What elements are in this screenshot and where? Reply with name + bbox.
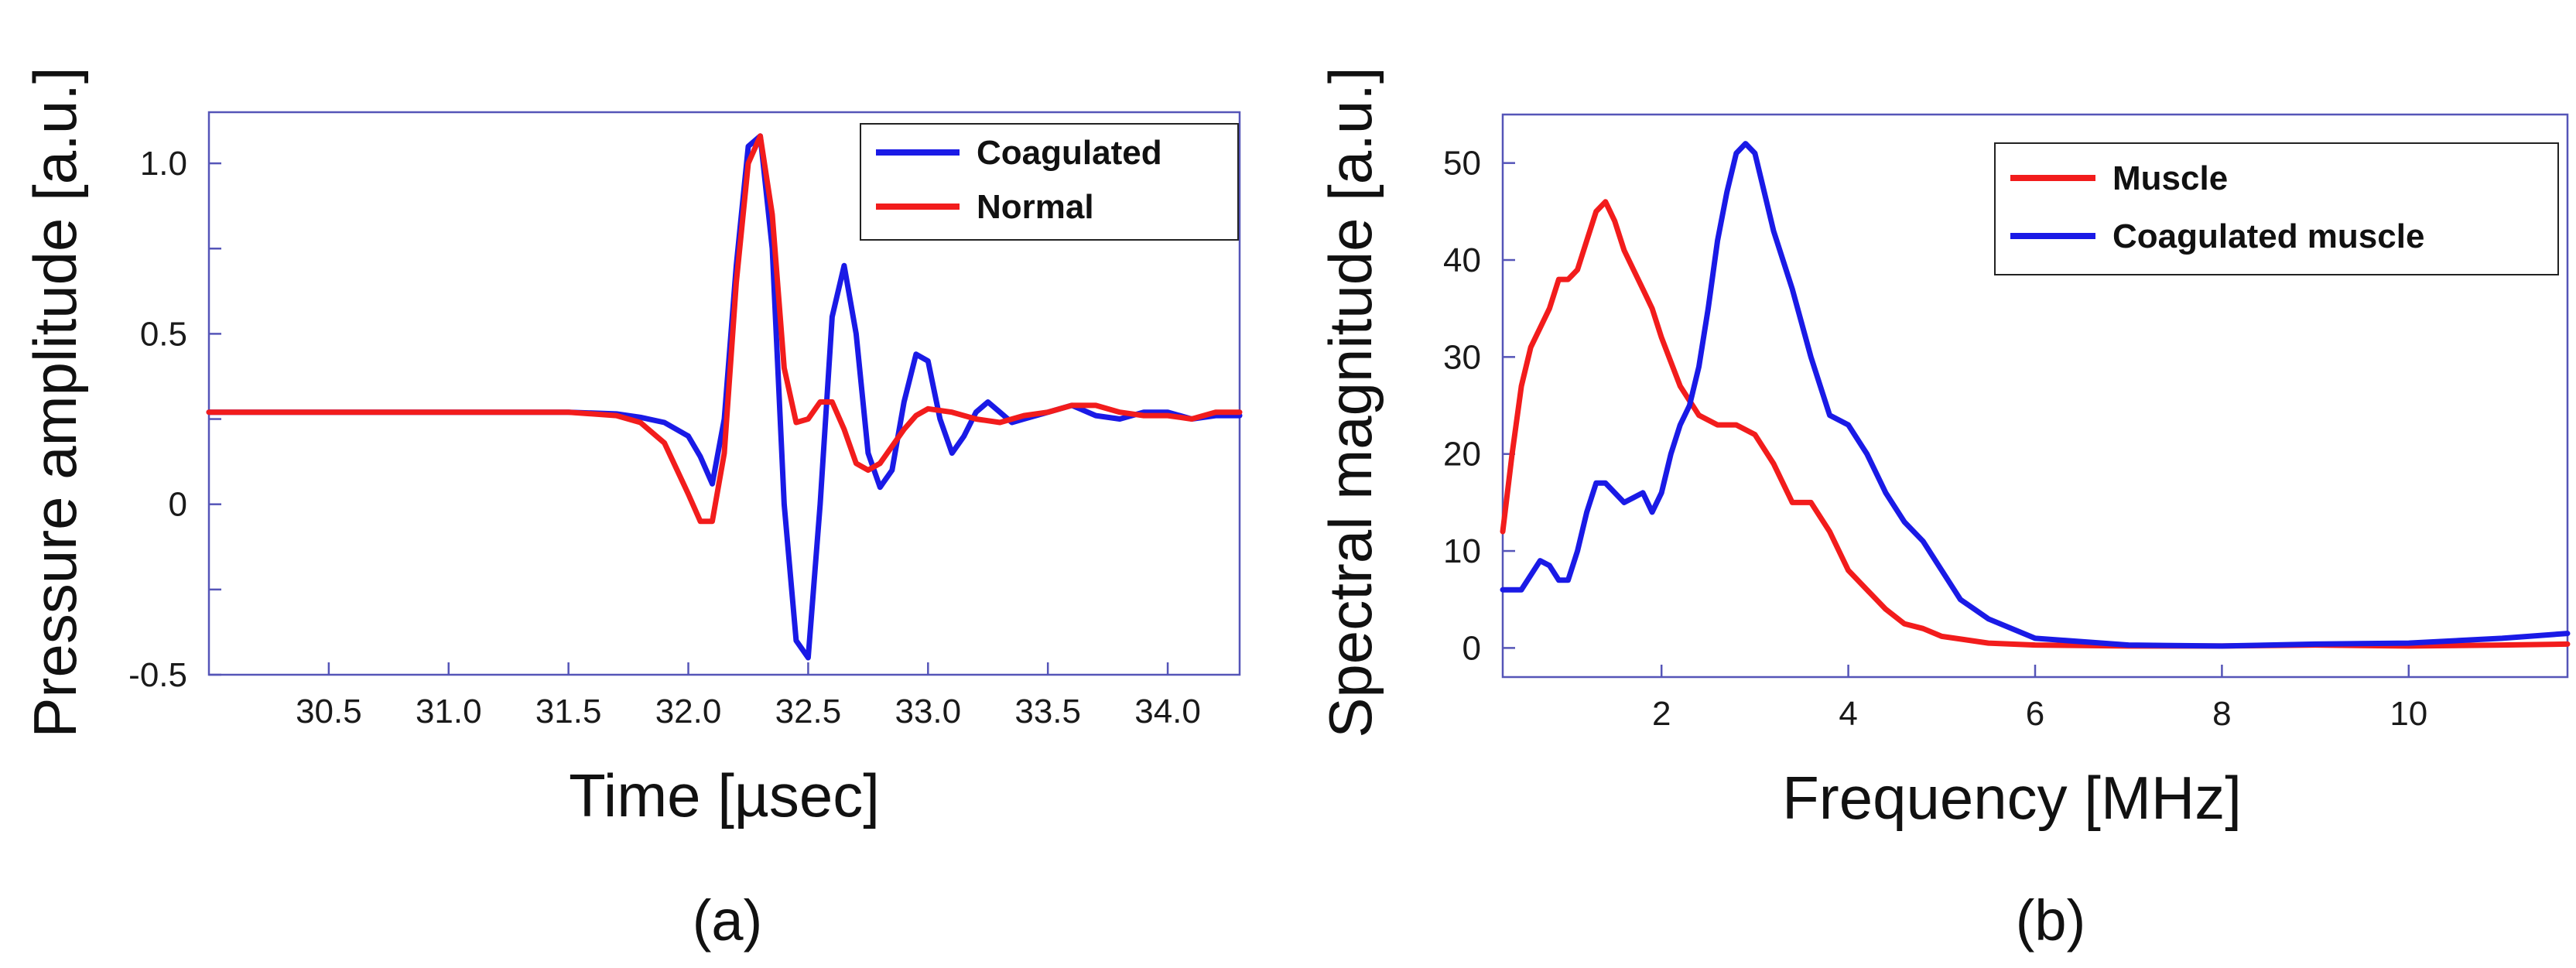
- panel-a-x-tick-label: 32.0: [655, 693, 722, 730]
- panel-a-y-tick-label: 1.0: [140, 145, 187, 183]
- panel-a-y-tick-label: 0.5: [140, 315, 187, 353]
- panel-a-x-tick-label: 34.0: [1134, 693, 1201, 730]
- panel-a-x-tick-label: 31.0: [416, 693, 482, 730]
- panel-a-x-ticks: 30.5 31.0 31.5 32.0 32.5 33.0 33.5 34.0: [296, 662, 1201, 730]
- panel-b-x-axis-label: Frequency [MHz]: [1782, 764, 2242, 832]
- panel-a-pressure-chart: -0.5 0 0.5 1.0 30.5 31.0 31.5 32.0 32.5 33.0 33.5…: [21, 67, 1243, 953]
- panel-a-y-axis-label: Pressure amplitude [a.u.]: [21, 67, 89, 737]
- panel-b-y-axis-label: Spectral magnitude [a.u.]: [1316, 67, 1384, 737]
- panel-b-series: [1500, 141, 2571, 649]
- panel-b-spectrum-chart: 0 10 20 30 40 50 2 4 6 8 10 Muscle Coagulated mus…: [1316, 67, 2571, 953]
- panel-b-legend-label-coagulated-muscle: Coagulated muscle: [2112, 217, 2424, 255]
- panel-b-legend: Muscle Coagulated muscle: [1994, 142, 2559, 275]
- panel-b-x-ticks: 2 4 6 8 10: [1652, 665, 2427, 733]
- panel-b-series-muscle: [1500, 199, 2571, 649]
- panel-b-caption: (b): [2016, 888, 2085, 953]
- panel-a-series-normal: [206, 133, 1243, 525]
- panel-b-x-tick-label: 10: [2390, 695, 2427, 733]
- panel-b-legend-box: [1994, 142, 2559, 275]
- panel-b-y-tick-label: 30: [1443, 338, 1481, 376]
- panel-b-y-tick-label: 20: [1443, 436, 1481, 474]
- panel-a-legend-label-coagulated: Coagulated: [977, 134, 1162, 172]
- panel-b-y-tick-label: 0: [1462, 629, 1481, 667]
- panel-a-series: [206, 133, 1243, 661]
- panel-a-x-axis-label: Time [µsec]: [569, 761, 880, 829]
- panel-a-x-tick-label: 33.5: [1014, 693, 1081, 730]
- panel-a-legend: Coagulated Normal: [860, 123, 1239, 241]
- panel-b-legend-label-muscle: Muscle: [2112, 159, 2228, 197]
- panel-a-caption: (a): [693, 888, 762, 953]
- panel-a-x-tick-label: 30.5: [296, 693, 362, 730]
- panel-b-x-tick-label: 4: [1839, 695, 1857, 733]
- panel-b-x-tick-label: 8: [2212, 695, 2231, 733]
- panel-a-y-ticks: -0.5 0 0.5 1.0: [128, 145, 221, 694]
- panel-a-x-tick-label: 31.5: [535, 693, 602, 730]
- panel-a-legend-label-normal: Normal: [977, 188, 1094, 226]
- panel-b-y-tick-label: 40: [1443, 241, 1481, 279]
- panel-a-y-tick-label: -0.5: [128, 656, 187, 694]
- panel-a-y-tick-label: 0: [169, 486, 187, 524]
- panel-b-y-ticks: 0 10 20 30 40 50: [1443, 145, 1515, 667]
- panel-a-legend-box: [860, 123, 1239, 241]
- panel-b-series-coagulated-muscle: [1500, 141, 2571, 649]
- panel-a-x-tick-label: 32.5: [775, 693, 842, 730]
- panel-a-x-tick-label: 33.0: [895, 693, 961, 730]
- panel-b-x-tick-label: 2: [1652, 695, 1671, 733]
- panel-b-x-tick-label: 6: [2026, 695, 2044, 733]
- panel-a-axes-frame: [207, 111, 1241, 676]
- panel-b-y-tick-label: 50: [1443, 145, 1481, 183]
- panel-b-y-tick-label: 10: [1443, 532, 1481, 570]
